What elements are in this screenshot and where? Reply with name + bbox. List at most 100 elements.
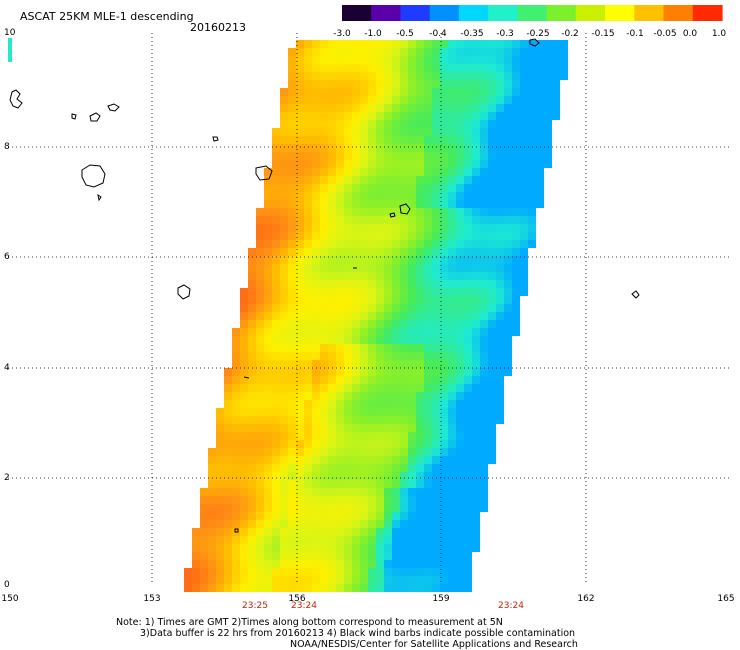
swath-cell	[384, 104, 392, 112]
swath-cell	[256, 568, 264, 576]
swath-cell	[320, 536, 328, 544]
swath-cell	[424, 376, 432, 384]
swath-cell	[432, 520, 440, 528]
swath-cell	[488, 144, 496, 152]
swath-cell	[256, 328, 264, 336]
swath-cell	[368, 40, 376, 48]
swath-cell	[288, 440, 296, 448]
swath-cell	[488, 320, 496, 328]
swath-cell	[512, 80, 520, 88]
swath-cell	[488, 384, 496, 392]
swath-cell	[288, 360, 296, 368]
swath-cell	[400, 312, 408, 320]
swath-cell	[392, 416, 400, 424]
swath-cell	[360, 488, 368, 496]
swath-cell	[384, 288, 392, 296]
swath-cell	[416, 328, 424, 336]
swath-cell	[280, 104, 288, 112]
swath-cell	[304, 352, 312, 360]
swath-cell	[424, 168, 432, 176]
swath-cell	[264, 488, 272, 496]
swath-cell	[424, 64, 432, 72]
swath-cell	[272, 152, 280, 160]
swath-cell	[296, 360, 304, 368]
swath-cell	[504, 328, 512, 336]
swath-cell	[456, 576, 464, 584]
swath-cell	[520, 112, 528, 120]
swath-cell	[360, 576, 368, 584]
swath-cell	[464, 208, 472, 216]
swath-cell	[344, 496, 352, 504]
swath-cell	[392, 440, 400, 448]
swath-cell	[376, 192, 384, 200]
swath-cell	[256, 464, 264, 472]
swath-cell	[328, 568, 336, 576]
swath-cell	[272, 280, 280, 288]
swath-cell	[464, 272, 472, 280]
swath-cell	[264, 472, 272, 480]
swath-cell	[232, 392, 240, 400]
swath-cell	[264, 376, 272, 384]
swath-cell	[272, 136, 280, 144]
swath-cell	[400, 96, 408, 104]
swath-cell	[328, 40, 336, 48]
swath-cell	[320, 568, 328, 576]
swath-cell	[416, 272, 424, 280]
swath-cell	[400, 64, 408, 72]
swath-cell	[440, 40, 448, 48]
swath-cell	[248, 552, 256, 560]
swath-cell	[232, 520, 240, 528]
swath-cell	[448, 464, 456, 472]
swath-cell	[400, 488, 408, 496]
swath-cell	[264, 320, 272, 328]
swath-cell	[272, 488, 280, 496]
swath-cell	[336, 408, 344, 416]
swath-cell	[416, 576, 424, 584]
swath-cell	[376, 48, 384, 56]
swath-cell	[304, 376, 312, 384]
swath-cell	[224, 448, 232, 456]
swath-cell	[496, 352, 504, 360]
swath-cell	[368, 48, 376, 56]
swath-cell	[512, 184, 520, 192]
swath-cell	[368, 568, 376, 576]
swath-cell	[384, 48, 392, 56]
swath-cell	[272, 520, 280, 528]
swath-cell	[352, 496, 360, 504]
swath-cell	[504, 40, 512, 48]
swath-cell	[512, 40, 520, 48]
swath-cell	[280, 208, 288, 216]
swath-cell	[328, 192, 336, 200]
swath-cell	[304, 432, 312, 440]
swath-cell	[344, 192, 352, 200]
swath-cell	[296, 144, 304, 152]
swath-cell	[408, 312, 416, 320]
swath-cell	[320, 152, 328, 160]
swath-cell	[320, 232, 328, 240]
island-outline	[243, 376, 250, 379]
swath-cell	[416, 88, 424, 96]
swath-cell	[336, 352, 344, 360]
swath-cell	[280, 184, 288, 192]
swath-cell	[328, 296, 336, 304]
swath-cell	[376, 312, 384, 320]
swath-cell	[400, 416, 408, 424]
swath-cell	[200, 568, 208, 576]
swath-cell	[360, 104, 368, 112]
swath-cell	[416, 128, 424, 136]
swath-cell	[328, 384, 336, 392]
swath-cell	[480, 192, 488, 200]
swath-cell	[256, 424, 264, 432]
swath-cell	[328, 552, 336, 560]
swath-cell	[432, 104, 440, 112]
swath-cell	[296, 296, 304, 304]
swath-cell	[448, 544, 456, 552]
swath-cell	[464, 344, 472, 352]
swath-cell	[488, 280, 496, 288]
swath-cell	[368, 408, 376, 416]
swath-cell	[384, 64, 392, 72]
swath-cell	[464, 320, 472, 328]
swath-cell	[376, 176, 384, 184]
swath-cell	[344, 416, 352, 424]
swath-cell	[448, 512, 456, 520]
